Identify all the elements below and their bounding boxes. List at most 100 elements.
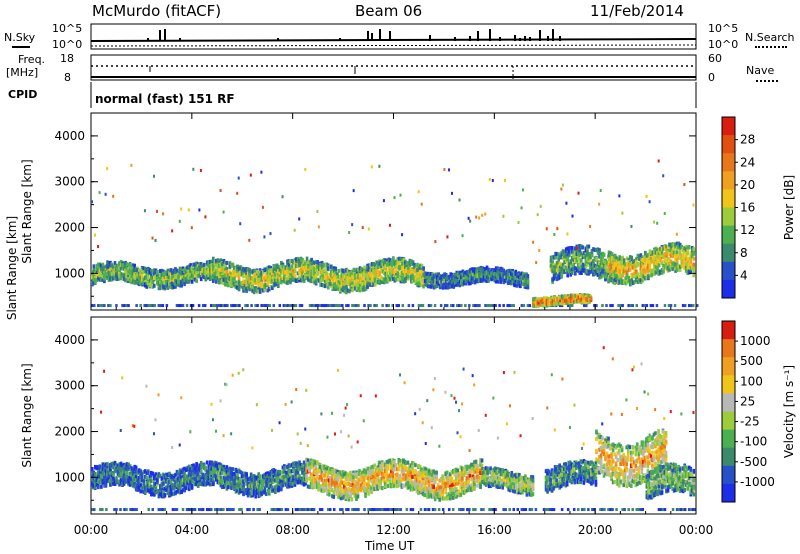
echo-cell bbox=[207, 262, 211, 267]
echo-cell bbox=[195, 272, 198, 277]
echo-cell bbox=[431, 272, 434, 277]
echo-cell bbox=[487, 267, 490, 272]
echo-cell bbox=[656, 265, 659, 270]
echo-cell bbox=[668, 242, 671, 247]
echo-cell bbox=[287, 273, 291, 278]
echo-cell bbox=[654, 268, 658, 273]
echo-cell bbox=[240, 272, 244, 277]
echo-cell bbox=[116, 265, 120, 270]
echo-cell bbox=[616, 261, 620, 266]
echo-cell bbox=[470, 274, 474, 279]
echo-cell bbox=[476, 304, 479, 308]
echo-cell bbox=[118, 276, 121, 281]
echo-cell bbox=[290, 304, 294, 308]
echo-cell bbox=[556, 296, 559, 301]
echo-cell bbox=[687, 245, 691, 250]
echo-cell bbox=[135, 508, 138, 512]
echo-cell bbox=[572, 262, 576, 267]
echo-cell bbox=[460, 280, 463, 285]
echo-cell bbox=[552, 274, 556, 279]
echo-cell bbox=[243, 283, 247, 288]
echo-cell bbox=[168, 274, 171, 279]
echo-cell bbox=[266, 267, 270, 272]
echo-cell bbox=[346, 269, 350, 274]
echo-cell bbox=[512, 274, 516, 279]
echo-cell bbox=[452, 276, 456, 281]
echo-cell bbox=[300, 304, 304, 308]
echo-cell bbox=[335, 304, 338, 308]
echo-cell bbox=[458, 304, 461, 308]
echo-cell bbox=[692, 247, 696, 252]
echo-cell bbox=[331, 285, 335, 290]
echo-cell bbox=[601, 259, 604, 264]
echo-cell bbox=[333, 266, 336, 271]
echo-cell bbox=[490, 268, 493, 273]
echo-cell bbox=[645, 257, 649, 262]
echo-cell bbox=[151, 236, 154, 240]
echo-cell bbox=[395, 273, 398, 278]
echo-cell bbox=[277, 284, 280, 289]
echo-cell bbox=[581, 262, 585, 267]
echo-cell bbox=[369, 273, 372, 278]
echo-cell bbox=[408, 259, 412, 264]
echo-cell bbox=[361, 287, 365, 292]
echo-cell bbox=[145, 270, 149, 275]
echo-cell bbox=[641, 267, 644, 272]
echo-cell bbox=[420, 263, 424, 268]
echo-cell bbox=[213, 272, 217, 277]
echo-cell bbox=[631, 272, 635, 277]
echo-cell bbox=[165, 270, 168, 275]
echo-cell bbox=[638, 257, 641, 262]
echo-cell bbox=[482, 270, 486, 275]
echo-cell bbox=[607, 277, 610, 282]
echo-cell bbox=[617, 304, 620, 308]
echo-cell bbox=[446, 235, 449, 239]
echo-cell bbox=[393, 276, 397, 281]
echo-cell bbox=[584, 258, 588, 263]
echo-cell bbox=[166, 279, 170, 284]
echo-cell bbox=[180, 270, 183, 275]
echo-cell bbox=[475, 215, 478, 219]
echo-cell bbox=[547, 300, 550, 305]
echo-cell bbox=[535, 298, 538, 303]
echo-cell bbox=[393, 264, 397, 269]
echo-cell bbox=[516, 283, 519, 288]
echo-cell bbox=[431, 283, 434, 288]
echo-cell bbox=[358, 270, 362, 275]
echo-cell bbox=[151, 508, 154, 512]
echo-cell bbox=[251, 275, 254, 280]
echo-cell bbox=[103, 483, 106, 488]
echo-cell bbox=[98, 469, 102, 474]
echo-cell bbox=[269, 279, 273, 284]
echo-cell bbox=[110, 263, 114, 268]
echo-cell bbox=[478, 304, 481, 308]
echo-cell bbox=[561, 270, 565, 275]
echo-cell bbox=[613, 254, 617, 259]
echo-cell bbox=[339, 304, 342, 308]
echo-cell bbox=[136, 281, 139, 286]
echo-cell bbox=[280, 262, 283, 267]
echo-cell bbox=[548, 297, 552, 302]
echo-cell bbox=[563, 250, 567, 255]
echo-cell bbox=[345, 304, 348, 308]
echo-cell bbox=[280, 280, 283, 285]
echo-cell bbox=[109, 274, 112, 279]
echo-cell bbox=[134, 274, 138, 279]
echo-cell bbox=[551, 255, 554, 260]
echo-cell bbox=[671, 242, 674, 247]
echo-cell bbox=[319, 266, 322, 271]
echo-cell bbox=[216, 508, 219, 512]
echo-cell bbox=[509, 275, 513, 280]
echo-cell bbox=[591, 508, 594, 512]
echo-cell bbox=[204, 277, 208, 282]
echo-cell bbox=[427, 304, 431, 308]
echo-cell bbox=[163, 508, 167, 512]
echo-cell bbox=[304, 261, 307, 266]
echo-cell bbox=[203, 304, 207, 308]
echo-cell bbox=[266, 274, 270, 279]
echo-cell bbox=[520, 276, 524, 281]
echo-cell bbox=[526, 274, 530, 279]
echo-cell bbox=[92, 277, 96, 282]
echo-cell bbox=[109, 263, 112, 268]
